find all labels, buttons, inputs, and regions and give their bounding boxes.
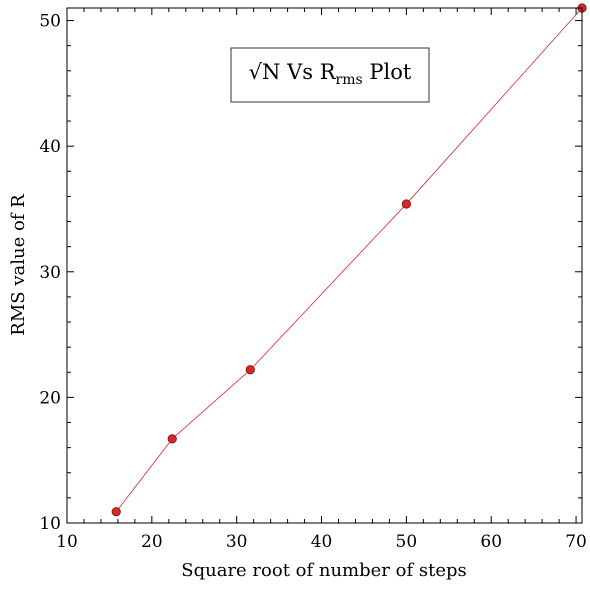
chart-title: √N Vs Rrms Plot [249,60,412,88]
x-axis-label: Square root of number of steps [181,560,466,581]
x-tick-label-30: 30 [226,532,248,552]
y-tick-label-40: 40 [39,137,61,157]
x-tick-label-70: 70 [565,532,587,552]
x-tick-label-10: 10 [56,532,78,552]
data-point-2 [245,365,255,375]
ticks-layer: 10 20 30 40 50 60 70 10 20 30 40 50 [39,8,587,552]
chart-title-subscript: rms [336,72,363,88]
plot-frame [66,7,583,524]
y-tick-label-20: 20 [39,388,61,408]
y-tick-label-30: 30 [39,263,61,283]
title-box-frame [230,47,430,103]
x-tick-label-50: 50 [396,532,418,552]
data-point-0 [111,507,121,517]
y-tick-label-10: 10 [39,514,61,534]
x-tick-label-20: 20 [141,532,163,552]
chart-title-main: √N Vs R [249,60,337,84]
points-layer [111,3,587,517]
y-tick-label-50: 50 [39,12,61,32]
y-axis-label: RMS value of R [8,194,29,336]
x-tick-label-40: 40 [311,532,333,552]
data-point-1 [167,434,177,444]
data-point-3 [401,199,411,209]
x-tick-label-60: 60 [480,532,502,552]
chart-title-box: √N Vs Rrms Plot [230,47,430,103]
chart-title-suffix: Plot [363,60,412,84]
